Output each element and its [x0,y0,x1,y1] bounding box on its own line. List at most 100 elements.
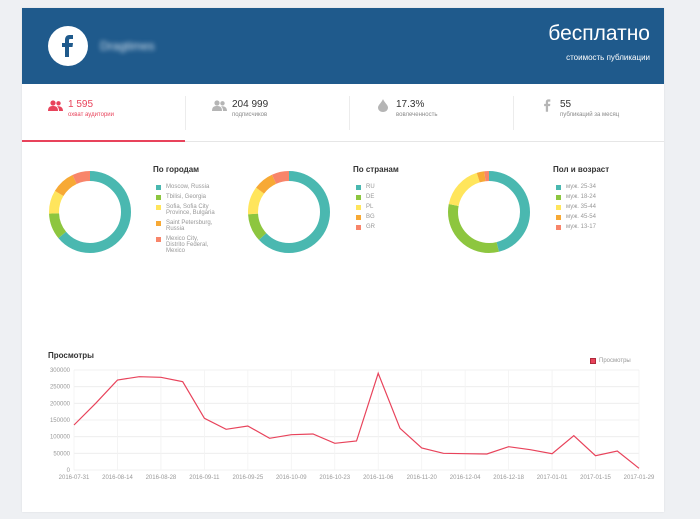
donut-chart-gender-age [448,171,530,253]
x-tick-label: 2016-09-11 [189,475,220,481]
stat-value: 1 595 [68,99,94,110]
x-tick-label: 2016-11-06 [363,475,394,481]
legend-label: муж. 45-54 [566,214,596,220]
x-tick-label: 2017-01-29 [624,475,655,481]
legend-swatch [356,185,361,190]
legend-swatch [356,215,361,220]
legend-item: PL [356,204,416,210]
stat-label: охват аудитории [68,112,114,118]
donut-slice [448,171,530,253]
legend-label: Tbilisi, Georgia [166,194,207,200]
legend-swatch [156,185,161,190]
x-tick-label: 2016-12-18 [493,475,524,481]
stat-monthly-posts[interactable]: 55 публикаций за месяц [540,84,660,142]
views-series-line [73,371,640,469]
legend-swatch [590,358,596,364]
legend-title-cities: По городам [153,165,200,174]
x-axis-ticks: 2016-07-31 2016-08-14 2016-08-28 2016-09-11… [59,475,655,481]
legend-item: муж. 45-54 [556,214,626,220]
stat-value: 55 [560,99,572,110]
subscribers-icon [212,100,227,111]
legend-item: муж. 13-17 [556,224,626,230]
y-tick-label: 0 [67,468,71,474]
legend-item: Tbilisi, Georgia [156,194,216,200]
publication-name: Dragtimes [100,39,155,53]
donut-slice [248,171,330,253]
y-tick-label: 250000 [50,385,71,391]
legend-title-countries: По странам [353,165,399,174]
users-icon [48,100,63,111]
legend-title-gender-age: Пол и возраст [553,165,610,174]
legend-item: муж. 25-34 [556,184,626,190]
stat-label: подписчиков [232,112,268,118]
legend-item: муж. 18-24 [556,194,626,200]
drop-icon [378,99,388,112]
legend-label: PL [366,204,374,210]
legend-label: муж. 35-44 [566,204,596,210]
legend-swatch [156,237,161,242]
y-axis-ticks: 0 50000 100000 150000 200000 250000 300000 [50,368,71,474]
donut-chart-countries [248,171,330,253]
legend-countries: RU DE PL BG GR [356,184,416,230]
legend-swatch [356,195,361,200]
donut-chart-cities [49,171,131,253]
x-tick-label: 2016-12-04 [450,475,481,481]
legend-swatch [556,225,561,230]
donut-slice [448,171,530,253]
legend-swatch [556,185,561,190]
legend-item: муж. 35-44 [556,204,626,210]
legend-swatch [556,215,561,220]
legend-label: BG [366,214,375,220]
legend-cities: Moscow, Russia Tbilisi, Georgia Sofia, S… [156,184,216,254]
facebook-icon [62,35,73,57]
legend-item: Moscow, Russia [156,184,216,190]
legend-swatch [556,195,561,200]
legend-item: DE [356,194,416,200]
x-tick-label: 2016-10-09 [276,475,307,481]
stat-divider [513,96,514,130]
legend-label: муж. 25-34 [566,184,596,190]
stat-value: 204 999 [232,99,269,110]
stat-label: вовлеченность [396,112,438,118]
x-tick-label: 2017-01-01 [537,475,568,481]
views-chart-title: Просмотры [48,351,95,360]
legend-label: DE [366,194,375,200]
legend-label: Saint Petersburg, Russia [166,220,213,232]
legend-swatch [156,221,161,226]
y-tick-label: 300000 [50,368,71,374]
legend-label: GR [366,224,375,230]
legend-swatch [156,205,161,210]
stat-subscribers[interactable]: 204 999 подписчиков [212,84,349,142]
stat-divider [185,96,186,130]
stats-bar: 1 595 охват аудитории 204 999 подписчико… [22,84,664,142]
x-tick-label: 2017-01-15 [580,475,611,481]
legend-swatch [156,195,161,200]
stat-divider [349,96,350,130]
card-header: Dragtimes бесплатно стоимость публикации [22,8,664,84]
donut-slice [49,171,131,253]
legend-label: Sofia, Sofia City Province, Bulgaria [166,204,215,216]
facebook-icon [544,99,551,112]
donut-slice [248,171,330,253]
legend-swatch [356,205,361,210]
legend-label: RU [366,184,375,190]
x-tick-label: 2016-11-20 [407,475,438,481]
publication-price-caption: стоимость публикации [566,53,650,62]
x-tick-label: 2016-08-28 [146,475,177,481]
legend-item: Saint Petersburg, Russia [156,220,216,232]
stat-engagement[interactable]: 17.3% вовлеченность [376,84,513,142]
x-tick-label: 2016-07-31 [59,475,90,481]
chart-grid [73,369,640,471]
legend-label: Просмотры [599,358,631,364]
legend-label: муж. 13-17 [566,224,596,230]
legend-swatch [556,205,561,210]
x-tick-label: 2016-08-14 [102,475,133,481]
stat-audience-reach[interactable]: 1 595 охват аудитории [48,84,185,142]
legend-label: Mexico City, Distrito Federal, Mexico [166,236,209,254]
legend-swatch [356,225,361,230]
legend-item: Mexico City, Distrito Federal, Mexico [156,236,216,254]
stat-label: публикаций за месяц [560,112,620,118]
facebook-logo [48,26,88,66]
y-tick-label: 200000 [50,401,71,407]
legend-gender-age: муж. 25-34 муж. 18-24 муж. 35-44 муж. 45… [556,184,626,230]
